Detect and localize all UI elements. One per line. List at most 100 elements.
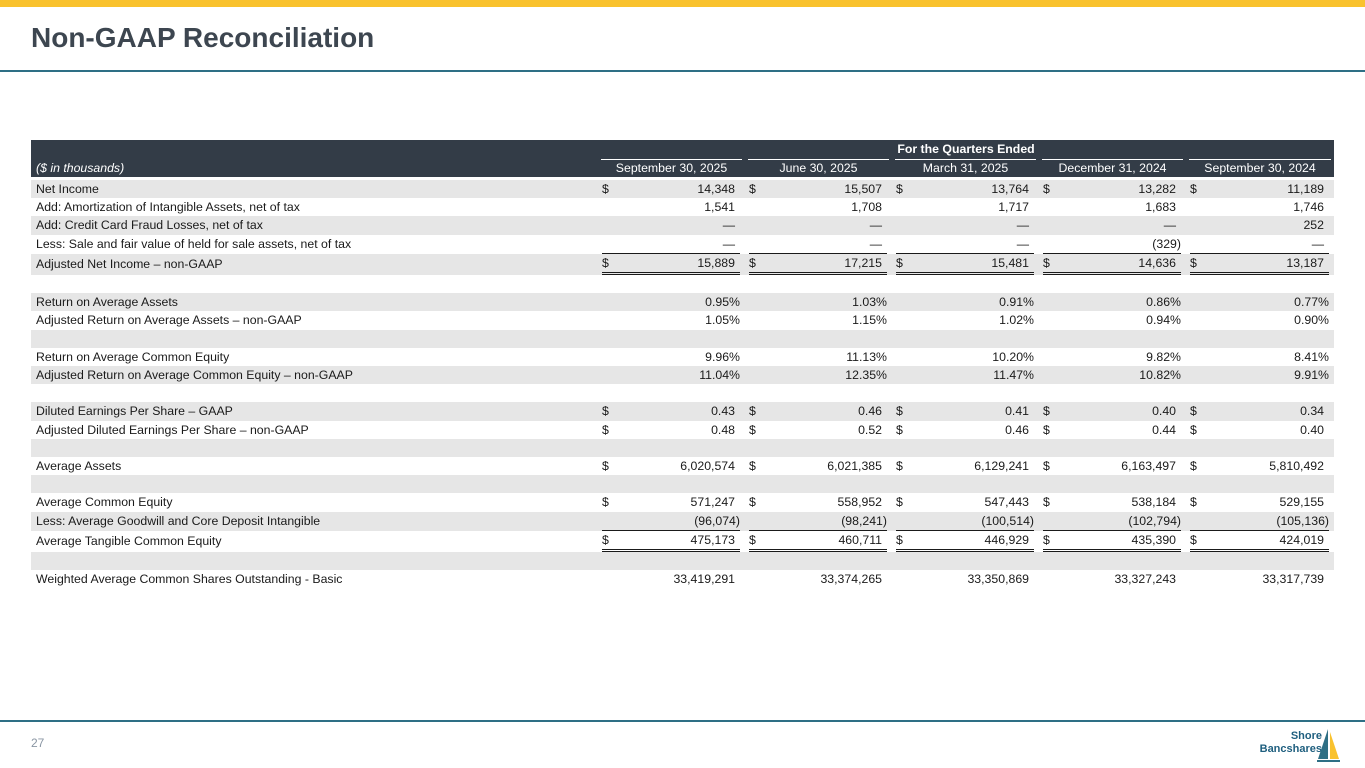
value-cell: [1039, 551, 1186, 571]
units-label: ($ in thousands): [31, 158, 598, 177]
table-row: Adjusted Return on Average Common Equity…: [31, 366, 1334, 385]
row-value: 33,327,243: [1114, 572, 1176, 587]
row-value: 1,746: [1293, 200, 1324, 215]
currency-symbol: $: [749, 255, 756, 270]
table-row: Less: Sale and fair value of held for sa…: [31, 235, 1334, 254]
value-cell: 11.04%: [598, 366, 745, 385]
row-value: 0.95%: [705, 295, 740, 310]
row-value: 1.02%: [999, 313, 1034, 328]
currency-symbol: $: [749, 422, 756, 437]
value-cell: [1039, 438, 1186, 457]
value-cell: 0.90%: [1186, 311, 1334, 329]
row-value: 0.40: [1300, 422, 1324, 437]
row-value: 0.40: [1152, 404, 1176, 419]
table-row: Average Common Equity $571,247 $558,952 $54…: [31, 493, 1334, 511]
table-row: [31, 438, 1334, 457]
table-row: Add: Credit Card Fraud Losses, net of ta…: [31, 216, 1334, 235]
value-cell: 1,541: [598, 198, 745, 216]
value-cell: 33,327,243: [1039, 570, 1186, 588]
row-value: 14,636: [1138, 255, 1176, 270]
value-cell: $460,711: [745, 531, 892, 552]
logo-line-2: Bancshares: [1259, 743, 1322, 755]
row-value: 424,019: [1279, 532, 1324, 547]
row-value: 33,350,869: [967, 572, 1029, 587]
value-cell: $13,187: [1186, 253, 1334, 276]
value-cell: (100,514): [892, 511, 1039, 531]
value-cell: 1,717: [892, 198, 1039, 216]
value-cell: [1186, 438, 1334, 457]
column-header: December 31, 2024: [1039, 158, 1186, 177]
row-value: 1.03%: [852, 295, 887, 310]
row-value: —: [722, 236, 735, 251]
row-label: Adjusted Diluted Earnings Per Share – no…: [36, 422, 309, 437]
value-cell: $558,952: [745, 493, 892, 511]
row-value: 1,683: [1145, 200, 1176, 215]
value-cell: 1.15%: [745, 311, 892, 329]
currency-symbol: $: [1190, 404, 1197, 419]
currency-symbol: $: [602, 182, 609, 196]
row-value: 1,708: [851, 200, 882, 215]
value-cell: 12.35%: [745, 366, 892, 385]
row-value: 11.04%: [699, 368, 740, 382]
row-label: Return on Average Assets: [31, 293, 598, 312]
value-cell: $6,020,574: [598, 457, 745, 475]
row-value: 1.05%: [705, 313, 740, 328]
column-header-label: December 31, 2024: [1042, 158, 1183, 177]
value-cell: [598, 551, 745, 571]
value-cell: [598, 275, 745, 293]
row-value: —: [1016, 218, 1029, 233]
currency-symbol: $: [896, 404, 903, 419]
value-cell: $538,184: [1039, 493, 1186, 511]
value-cell: $13,282: [1039, 180, 1186, 199]
value-cell: 9.91%: [1186, 366, 1334, 385]
row-value: 0.46: [858, 404, 882, 419]
value-cell: $0.48: [598, 421, 745, 439]
row-label: [31, 475, 598, 494]
row-value: (96,074): [694, 513, 740, 528]
currency-symbol: $: [1190, 182, 1197, 196]
row-value: 571,247: [690, 495, 735, 510]
value-cell: [1186, 551, 1334, 571]
value-cell: [598, 475, 745, 494]
row-value: 33,317,739: [1262, 572, 1324, 587]
value-cell: [1039, 384, 1186, 402]
value-cell: $15,481: [892, 253, 1039, 276]
value-cell: [892, 438, 1039, 457]
row-value: 0.86%: [1146, 295, 1181, 310]
value-cell: (96,074): [598, 511, 745, 531]
value-cell: 33,317,739: [1186, 570, 1334, 588]
value-cell: 1,683: [1039, 198, 1186, 216]
value-cell: (329): [1039, 235, 1186, 254]
row-value: 6,020,574: [680, 458, 735, 473]
table-row: Weighted Average Common Shares Outstandi…: [31, 570, 1334, 588]
value-cell: 33,419,291: [598, 570, 745, 588]
value-cell: $6,163,497: [1039, 457, 1186, 475]
currency-symbol: $: [1043, 532, 1050, 547]
row-label: Less: Average Goodwill and Core Deposit …: [31, 511, 598, 531]
value-cell: [892, 329, 1039, 348]
column-header: September 30, 2025: [598, 158, 745, 177]
column-header-label: September 30, 2024: [1189, 158, 1331, 177]
table-row: Adjusted Diluted Earnings Per Share – no…: [31, 421, 1334, 439]
row-value: 10.82%: [1139, 368, 1181, 382]
row-label: Add: Amortization of Intangible Assets, …: [36, 200, 300, 215]
value-cell: $0.40: [1186, 421, 1334, 439]
currency-symbol: $: [1043, 404, 1050, 419]
logo-wordmark: Shore Bancshares: [1260, 730, 1322, 756]
table-row: Adjusted Return on Average Assets – non-…: [31, 311, 1334, 329]
row-value: 538,184: [1131, 495, 1176, 510]
row-label: Less: Sale and fair value of held for sa…: [36, 237, 352, 252]
row-value: —: [722, 218, 735, 233]
value-cell: 8.41%: [1186, 348, 1334, 366]
table-row: Average Tangible Common Equity $475,173 $4…: [31, 531, 1334, 552]
value-cell: 11.47%: [892, 366, 1039, 385]
row-value: 0.77%: [1294, 295, 1329, 310]
row-value: 15,481: [991, 255, 1029, 270]
row-value: 11.47%: [993, 368, 1034, 382]
value-cell: [598, 384, 745, 402]
value-cell: $571,247: [598, 493, 745, 511]
table-row: Less: Average Goodwill and Core Deposit …: [31, 511, 1334, 531]
header-blank-cell: [31, 140, 598, 158]
column-header-label: September 30, 2025: [601, 158, 742, 177]
value-cell: [892, 384, 1039, 402]
